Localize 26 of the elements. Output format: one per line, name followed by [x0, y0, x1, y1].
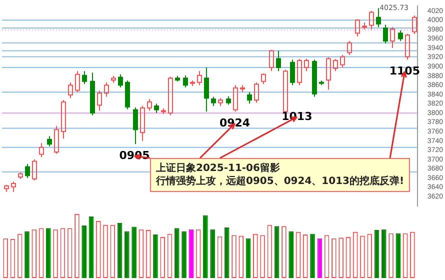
- bar: [153, 234, 158, 278]
- bar: [224, 227, 230, 278]
- bar: [182, 231, 186, 278]
- bar: [210, 229, 215, 278]
- candlestick: [326, 56, 331, 90]
- bar: [317, 238, 322, 278]
- bar: [381, 229, 386, 278]
- annotation: 行情强势上攻，远超0905、0924、1013的挖底反弹!: [156, 176, 404, 187]
- candlestick: [390, 26, 395, 48]
- annotation: 上证日象2025-11-06留影: [156, 163, 280, 174]
- bar: [396, 233, 401, 278]
- annotation: 1105: [389, 64, 420, 78]
- annotation: 0924: [219, 116, 250, 130]
- candlestick: [140, 106, 145, 142]
- bar: [24, 231, 30, 278]
- bar: [46, 228, 51, 278]
- bar: [132, 226, 136, 278]
- candlestick: [61, 99, 66, 139]
- bar: [124, 231, 130, 278]
- bar: [288, 231, 294, 278]
- bar: [310, 234, 315, 278]
- bar: [203, 215, 208, 278]
- bar: [174, 228, 180, 278]
- candlestick: [75, 70, 80, 93]
- bar: [82, 226, 86, 278]
- bar: [188, 229, 194, 278]
